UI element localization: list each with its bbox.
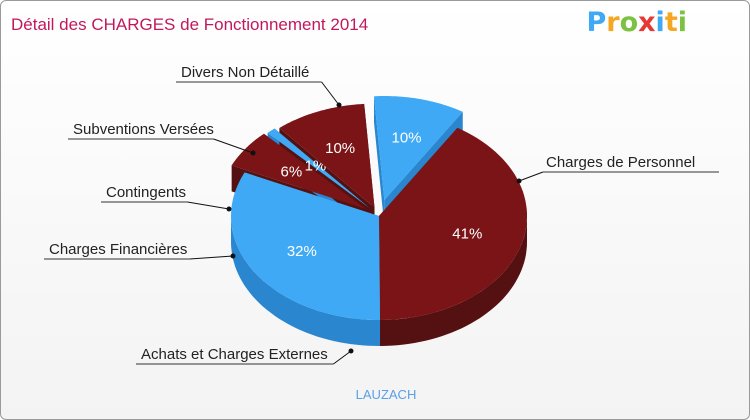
leader-arrowhead	[226, 206, 232, 212]
slice-side	[231, 216, 380, 346]
leader-line	[321, 81, 340, 106]
logo-letter: i	[655, 7, 665, 38]
leader-line	[518, 171, 544, 182]
leader-line	[213, 138, 254, 154]
slice-label: Charges de Personnel	[546, 154, 695, 171]
slice-label: Subventions Versées	[73, 121, 214, 138]
slice-percent-label: 6%	[281, 163, 303, 180]
callouts: Charges de Personnel Achats et Charges Ex…	[44, 64, 719, 365]
slice-percent-label: 32%	[287, 243, 317, 260]
pie-slice	[374, 96, 463, 200]
leader-line	[189, 255, 234, 260]
logo-letter: r	[606, 7, 620, 38]
slice-percent-label: 41%	[452, 226, 482, 243]
logo-letter: P	[586, 7, 607, 38]
leader-line	[333, 350, 352, 365]
slice-side	[380, 216, 527, 346]
chart-title: Détail des CHARGES de Fonctionnement 201…	[11, 15, 369, 34]
pie-slice	[231, 133, 366, 210]
slice-label: Contingents	[106, 184, 186, 201]
leader-arrowhead	[348, 348, 354, 354]
leader-arrowhead	[336, 102, 342, 108]
logo-letter: i	[677, 7, 687, 38]
leader-arrowhead	[516, 178, 522, 184]
proxiti-logo: Proxiti	[586, 7, 687, 38]
logo-letter: t	[664, 7, 678, 38]
pie-slice	[379, 127, 527, 320]
pie-slice	[267, 128, 370, 209]
pie-slice	[279, 103, 375, 208]
leader-arrowhead	[230, 253, 236, 259]
slice-label: Achats et Charges Externes	[141, 346, 328, 363]
slice-wall	[373, 96, 385, 226]
logo-letter: o	[619, 7, 639, 38]
leader-line	[187, 201, 230, 210]
slice-label: Charges Financières	[49, 241, 187, 258]
logo-letter: x	[638, 7, 656, 38]
slice-label: Divers Non Détaillé	[181, 64, 309, 81]
leader-arrowhead	[250, 150, 256, 156]
chart-subtitle: LAUZACH	[355, 387, 417, 402]
pie-slice	[231, 172, 380, 320]
slice-percent-label: 10%	[325, 140, 355, 157]
pie-tops: 41%32%6% 1%10%10%	[231, 96, 527, 320]
slice-percent-label: 10%	[392, 129, 422, 146]
